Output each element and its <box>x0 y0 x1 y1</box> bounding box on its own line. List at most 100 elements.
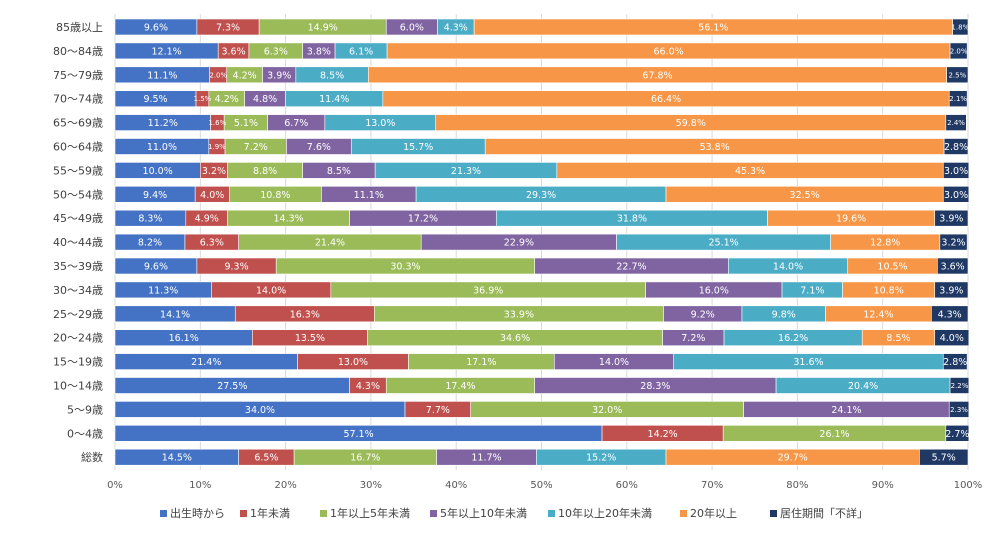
data-label: 14.0% <box>773 262 803 273</box>
data-label: 11.1% <box>354 190 384 201</box>
category-label: 75～79歳 <box>53 69 103 82</box>
data-label: 7.7% <box>426 405 450 416</box>
data-label: 8.3% <box>138 214 162 225</box>
data-label: 7.1% <box>800 285 824 296</box>
legend: 出生時から 1年未満 1年以上5年未満 5年以上10年未満 10年以上20年未満 20年以… <box>160 506 868 520</box>
data-label: 17.1% <box>466 357 496 368</box>
legend-swatch <box>160 510 167 517</box>
data-label: 3.9% <box>939 285 963 296</box>
x-tick-label: 60% <box>616 480 638 491</box>
data-label: 17.4% <box>445 381 475 392</box>
data-label: 20.4% <box>848 381 878 392</box>
x-tick-label: 50% <box>530 480 552 491</box>
legend-swatch <box>770 510 777 517</box>
category-label: 50～54歳 <box>53 188 103 201</box>
data-label: 7.3% <box>216 23 240 34</box>
bar-segment <box>934 209 969 227</box>
data-label: 14.9% <box>308 23 338 34</box>
data-label: 66.4% <box>651 94 681 105</box>
data-label: 4.3% <box>356 381 380 392</box>
data-label: 29.3% <box>526 190 556 201</box>
data-label: 16.7% <box>350 453 380 464</box>
x-tick-label: 40% <box>445 480 467 491</box>
data-label: 26.1% <box>819 429 849 440</box>
bars-layer <box>114 18 970 466</box>
bar-segment <box>945 114 967 131</box>
data-label: 5.7% <box>932 453 956 464</box>
data-label: 14.5% <box>162 453 192 464</box>
data-label: 8.5% <box>327 166 351 177</box>
category-label: 総数 <box>81 450 103 464</box>
data-label: 13.0% <box>365 118 395 129</box>
category-label: 40～44歳 <box>53 236 103 249</box>
category-label: 15～19歳 <box>53 356 103 369</box>
category-label: 20～24歳 <box>53 332 103 345</box>
bar-segment <box>948 90 968 107</box>
data-label: 19.6% <box>836 214 866 225</box>
category-label: 25～29歳 <box>53 308 103 321</box>
data-label: 45.3% <box>735 166 765 177</box>
data-label: 6.0% <box>400 23 424 34</box>
data-label: 3.2% <box>202 166 226 177</box>
category-labels-layer: 85歳以上 80～84歳 75～79歳 70～74歳 65～69歳 60～64歳 55～59… <box>53 21 103 464</box>
data-label: 15.7% <box>403 142 433 153</box>
data-label: 3.9% <box>267 70 291 81</box>
x-tick-label: 20% <box>274 480 296 491</box>
data-label: 11.0% <box>147 142 177 153</box>
data-label: 14.0% <box>599 357 629 368</box>
data-label: 34.6% <box>500 333 530 344</box>
data-label: 10.0% <box>143 166 173 177</box>
data-label: 8.5% <box>320 70 344 81</box>
category-label: 55～59歳 <box>53 164 103 177</box>
x-tick-label: 30% <box>360 480 382 491</box>
data-label: 32.5% <box>790 190 820 201</box>
legend-label: 1年未満 <box>250 506 290 520</box>
data-label: 1.9% <box>208 143 226 151</box>
data-label: 8.8% <box>253 166 277 177</box>
data-label: 56.1% <box>698 23 728 34</box>
data-label: 17.2% <box>408 214 438 225</box>
data-label: 12.4% <box>863 309 893 320</box>
data-label: 4.9% <box>195 214 219 225</box>
data-label: 11.4% <box>319 94 349 105</box>
bar-segment <box>942 353 968 370</box>
data-label: 11.1% <box>147 70 177 81</box>
data-label: 2.2% <box>951 382 969 390</box>
data-label: 9.4% <box>143 190 167 201</box>
data-label: 1.8% <box>951 24 969 32</box>
data-label: 2.0% <box>209 71 227 79</box>
data-label: 4.2% <box>233 70 257 81</box>
category-label: 35～39歳 <box>53 260 103 273</box>
data-label: 9.6% <box>144 262 168 273</box>
data-label: 1.6% <box>208 119 226 127</box>
x-tick-label: 90% <box>872 480 894 491</box>
legend-swatch <box>430 510 437 517</box>
data-label: 4.2% <box>215 94 239 105</box>
data-label: 21.4% <box>191 357 221 368</box>
bar-segment <box>949 377 970 394</box>
bar-segment <box>952 18 969 36</box>
data-label: 3.2% <box>941 238 965 249</box>
data-label: 12.8% <box>870 238 900 249</box>
data-label: 10.8% <box>874 285 904 296</box>
bar-segment <box>942 162 970 179</box>
data-label: 22.9% <box>504 238 534 249</box>
data-label: 6.1% <box>349 46 373 57</box>
legend-swatch <box>240 510 247 517</box>
data-label: 6.3% <box>264 46 288 57</box>
bar-segment <box>942 186 970 203</box>
bar-segment <box>919 448 969 466</box>
data-label: 2.0% <box>950 47 968 55</box>
data-label: 9.5% <box>143 94 167 105</box>
bar-segment <box>931 305 969 323</box>
bar-segment <box>936 257 969 275</box>
data-label: 14.3% <box>273 214 303 225</box>
data-label: 16.3% <box>290 309 320 320</box>
data-label: 10.5% <box>877 262 907 273</box>
data-label: 9.3% <box>224 262 248 273</box>
category-label: 45～49歳 <box>53 212 103 225</box>
data-label: 2.5% <box>948 71 966 79</box>
data-label: 11.3% <box>148 285 178 296</box>
data-label: 2.8% <box>944 142 968 153</box>
data-label: 9.8% <box>772 309 796 320</box>
